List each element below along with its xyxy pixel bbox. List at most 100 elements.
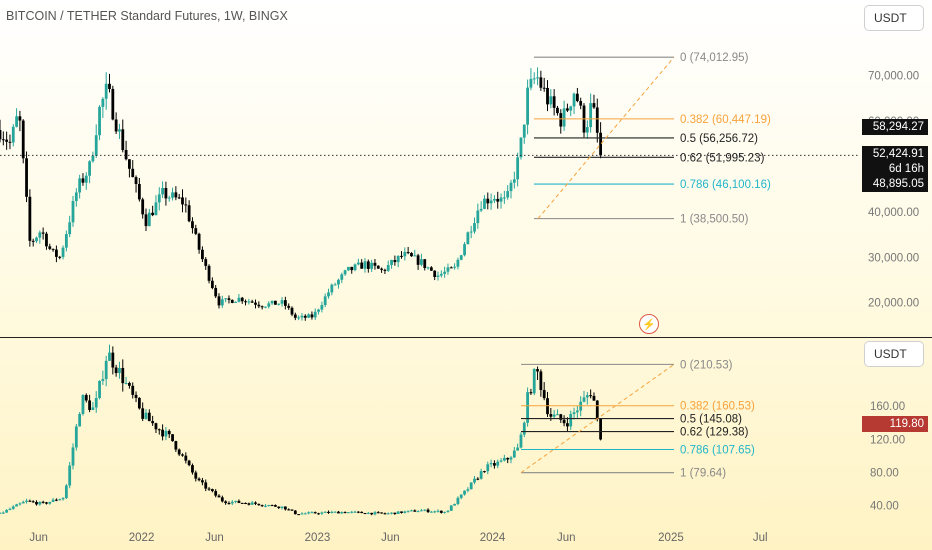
candle-body <box>164 187 168 199</box>
candle-body <box>350 266 354 271</box>
candle-body <box>171 434 174 442</box>
candle-body <box>340 512 344 514</box>
candle-body <box>157 194 161 203</box>
candle-body <box>121 129 125 150</box>
candle-body <box>290 307 294 315</box>
candle-body <box>393 512 397 515</box>
ratio-fib-label: 0.382 (160.53) <box>680 401 755 413</box>
candle-body <box>320 512 324 514</box>
candle-body <box>582 397 586 402</box>
candle-body <box>94 135 98 156</box>
candle-body <box>184 455 188 461</box>
candle-body <box>493 198 496 201</box>
candle-body <box>101 98 105 107</box>
candle-body <box>280 506 284 508</box>
candle-body <box>429 267 433 271</box>
candle-body <box>207 488 211 490</box>
candle-body <box>15 504 18 507</box>
candle-body <box>446 510 450 512</box>
candle-body <box>536 77 539 79</box>
candle-body <box>207 265 211 281</box>
candle-body <box>599 418 602 440</box>
candle-body <box>71 447 75 466</box>
candle-body <box>473 223 476 232</box>
candle-body <box>151 212 155 216</box>
candle-body <box>363 261 367 269</box>
candle-body <box>51 248 55 250</box>
candle-body <box>91 407 95 410</box>
candle-body <box>310 512 314 514</box>
candle-body <box>197 478 201 481</box>
candle-body <box>519 137 523 158</box>
candle-body <box>426 509 430 513</box>
candle-body <box>161 429 164 437</box>
ratio-unit-button[interactable]: USDT <box>864 341 924 367</box>
candle-body <box>260 306 264 308</box>
candle-body <box>293 510 297 515</box>
candle-body <box>496 198 500 202</box>
candle-body <box>330 511 334 513</box>
candle-body <box>114 367 118 374</box>
candle-body <box>347 512 350 514</box>
candle-body <box>154 423 158 430</box>
candle-body <box>439 510 443 513</box>
candle-body <box>360 511 364 514</box>
lightning-icon[interactable]: ⚡ <box>639 314 659 334</box>
candle-body <box>38 501 42 505</box>
price-unit-button[interactable]: USDT <box>864 5 924 31</box>
candle-body <box>373 512 377 515</box>
candle-body <box>147 212 151 227</box>
candle-body <box>406 252 410 254</box>
candle-body <box>144 214 148 227</box>
candle-body <box>297 317 301 319</box>
candle-body <box>254 302 257 305</box>
price-candles-layer <box>0 67 602 321</box>
candle-body <box>343 512 347 514</box>
candle-body <box>539 371 543 390</box>
price-fib-label: 0.786 (46,100.16) <box>680 179 771 191</box>
candle-body <box>400 255 403 257</box>
price-axis-tick-label: 70,000.00 <box>868 70 919 82</box>
candle-body <box>217 495 221 498</box>
candle-body <box>274 505 277 507</box>
candle-body <box>512 179 516 183</box>
candle-body <box>108 352 111 361</box>
candle-body <box>124 149 128 160</box>
candle-body <box>552 414 556 417</box>
candle-body <box>194 472 198 479</box>
candle-body <box>459 494 463 498</box>
candle-body <box>0 512 2 514</box>
candle-body <box>506 191 510 198</box>
candle-body <box>317 513 320 515</box>
candle-body <box>320 305 324 310</box>
candle-body <box>473 478 476 483</box>
candle-body <box>486 464 490 472</box>
ratio-axis-tick-label: 120.00 <box>870 434 905 446</box>
candle-body <box>383 269 387 271</box>
candle-body <box>406 510 410 512</box>
candle-body <box>426 267 430 269</box>
candle-body <box>376 265 380 269</box>
candle-body <box>247 503 251 505</box>
candle-body <box>68 222 72 235</box>
candle-body <box>214 491 218 496</box>
candle-body <box>327 511 330 513</box>
candle-body <box>240 297 244 302</box>
candle-body <box>479 471 483 479</box>
candle-body <box>529 78 533 88</box>
candle-body <box>526 87 529 125</box>
candle-body <box>114 119 118 132</box>
candle-body <box>25 158 28 197</box>
candle-body <box>423 509 427 511</box>
candle-body <box>164 430 168 437</box>
candle-body <box>416 255 420 265</box>
candle-body <box>48 501 52 504</box>
candle-body <box>383 513 387 515</box>
candle-body <box>303 513 307 515</box>
candle-body <box>8 141 12 143</box>
candle-body <box>101 379 105 381</box>
candle-body <box>502 197 506 199</box>
candle-body <box>234 301 237 303</box>
candle-body <box>327 292 330 297</box>
